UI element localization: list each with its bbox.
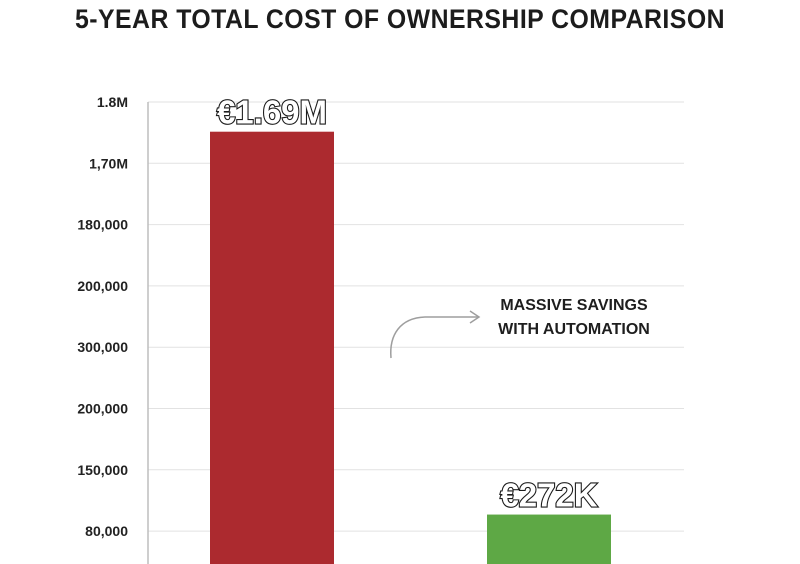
data-labels: €1.69M €272K (216, 93, 599, 515)
annotation-line-2: WITH AUTOMATION (498, 321, 650, 338)
bar (487, 514, 611, 564)
chart-title: 5-YEAR TOTAL COST OF OWNERSHIP COMPARISO… (74, 4, 726, 34)
curved-arrow-icon (390, 316, 478, 359)
bar (210, 131, 334, 564)
annotation-line-1: MASSIVE SAVINGS (500, 297, 648, 314)
annotation: MASSIVE SAVINGS WITH AUTOMATION (390, 297, 650, 359)
y-tick-label: 200,000 (77, 401, 128, 417)
bar-value-label: €272K (500, 477, 597, 514)
bars (210, 131, 611, 564)
y-tick-label: 1,70M (89, 155, 128, 171)
y-tick-label: 1.8M (97, 94, 128, 110)
y-tick-label: 300,000 (77, 339, 128, 355)
y-tick-label: 200,000 (77, 278, 128, 294)
y-tick-label: 80,000 (85, 523, 128, 539)
y-tick-label: 150,000 (77, 462, 128, 478)
bar-value-label: €1.69M (217, 94, 327, 131)
arrowhead-icon (469, 310, 481, 324)
y-tick-label: 180,000 (77, 217, 128, 233)
y-tick-labels: 1.8M 1,70M 180,000 200,000 300,000 200,000 150… (77, 94, 128, 539)
